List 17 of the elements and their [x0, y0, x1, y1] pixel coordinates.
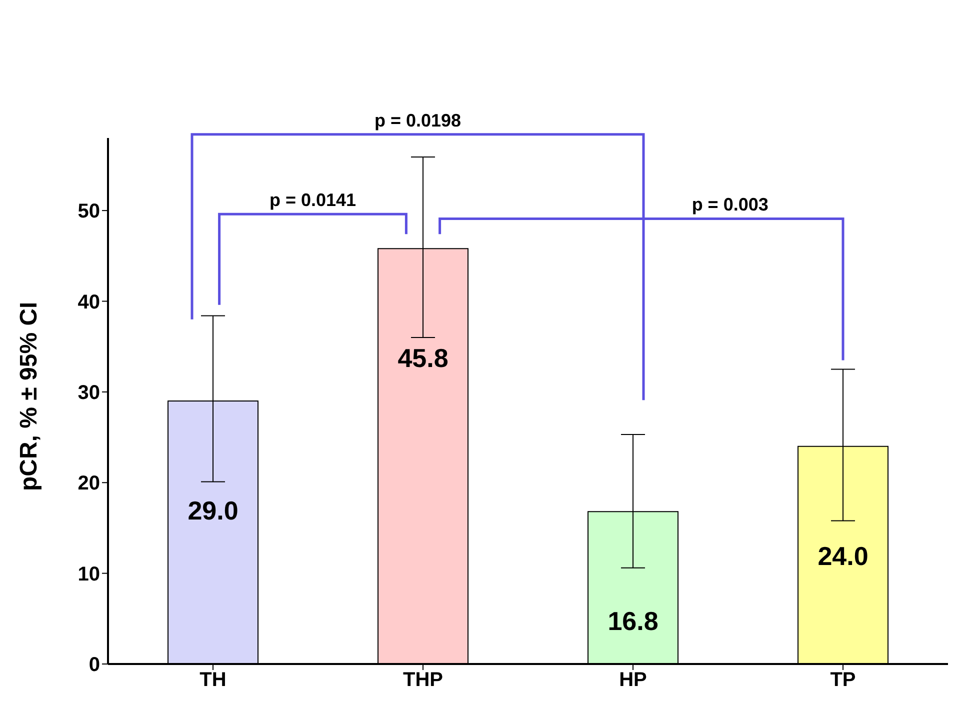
y-tick-label: 0	[88, 654, 100, 676]
x-tick-label: HP	[619, 669, 647, 692]
x-tick-label: TP	[830, 669, 856, 692]
annotation: p = 0.0141	[269, 190, 356, 210]
data-label: 24.0	[818, 540, 868, 571]
data-label: 16.8	[608, 606, 658, 636]
x-tick-label: THP	[403, 669, 443, 692]
y-tick-label: 30	[78, 382, 100, 404]
y-tick-label: 50	[78, 200, 100, 223]
y-tick-label: 40	[78, 291, 100, 314]
y-tick-label: 10	[78, 563, 100, 586]
x-tick-label: TH	[200, 669, 226, 692]
y-axis-title: pCR, % ± 95% CI	[16, 302, 43, 491]
significance-bracket: p = 0.0141	[218, 190, 408, 305]
y-tick-label: 20	[78, 472, 100, 495]
data-label: 29.0	[188, 495, 238, 526]
annotation: p = 0.003	[692, 194, 768, 215]
